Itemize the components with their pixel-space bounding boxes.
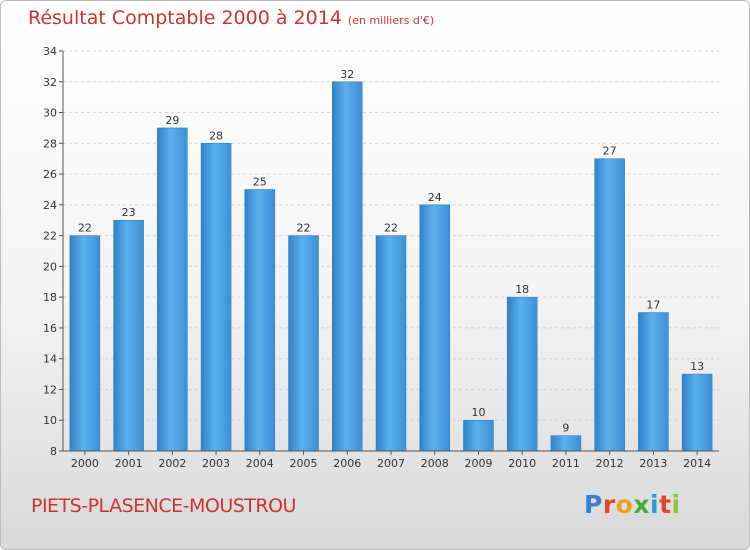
x-tick-label: 2006: [333, 457, 361, 470]
y-tick-label: 28: [43, 137, 57, 150]
bar-2014: [681, 373, 713, 452]
y-tick-label: 16: [43, 322, 57, 335]
x-tick-label: 2001: [115, 457, 143, 470]
bar-2004: [244, 189, 276, 452]
x-tick-label: 2004: [246, 457, 274, 470]
chart-subtitle: (en milliers d'€): [347, 14, 435, 27]
title-text: Résultat Comptable 2000 à 2014: [28, 7, 342, 29]
y-tick-label: 10: [43, 414, 57, 427]
x-tick-label: 2010: [508, 457, 536, 470]
data-label: 23: [122, 206, 136, 219]
y-tick-label: 8: [50, 445, 57, 458]
chart-title: Résultat Comptable 2000 à 2014 (en millie…: [28, 7, 434, 29]
bar-2010: [506, 296, 538, 452]
y-tick-label: 12: [43, 383, 57, 396]
x-tick-label: 2007: [377, 457, 405, 470]
y-tick-label: 30: [43, 107, 57, 120]
bars: 22 23 29 28 25 22 32 22 24 10 18 9 27 17 13: [69, 68, 713, 452]
logo-letter: x: [633, 490, 650, 519]
x-tick-label: 2005: [290, 457, 318, 470]
y-tick-label: 26: [43, 168, 57, 181]
logo-letter: P: [584, 490, 603, 519]
bar-2003: [200, 143, 232, 452]
x-tick-label: 2013: [639, 457, 667, 470]
logo-letter: t: [659, 490, 672, 519]
data-label: 22: [384, 222, 398, 235]
bar-2013: [638, 312, 669, 452]
bar-2002: [157, 127, 188, 452]
y-tick-label: 22: [43, 230, 57, 243]
y-tick-label: 14: [43, 353, 57, 366]
y-tick-label: 20: [43, 260, 57, 273]
commune-name: PIETS-PLASENCE-MOUSTROU: [31, 495, 296, 517]
y-tick-label: 24: [43, 199, 57, 212]
y-tick-label: 32: [43, 76, 57, 89]
bar-2008: [419, 204, 450, 452]
y-axis: 8 10 12 14 16 18 20 22 24 26 28 30 32 34: [43, 45, 64, 458]
data-label: 22: [297, 222, 311, 235]
data-label: 9: [562, 422, 569, 435]
logo-letter: i: [650, 490, 660, 519]
logo-letter: o: [615, 490, 634, 519]
bar-2009: [463, 419, 494, 452]
y-tick-label: 18: [43, 291, 57, 304]
data-label: 17: [646, 299, 660, 312]
x-tick-label: 2011: [552, 457, 580, 470]
bar-2007: [375, 235, 407, 452]
y-tick-label: 34: [43, 45, 57, 58]
x-axis: 2000 2001 2002 2003 2004 2005 2006 2007 2008 2009…: [63, 450, 719, 470]
data-label: 10: [471, 406, 485, 419]
bar-2006: [332, 81, 363, 452]
x-tick-label: 2003: [202, 457, 230, 470]
logo-letter: i: [671, 490, 681, 519]
x-tick-label: 2002: [158, 457, 186, 470]
data-label: 13: [690, 360, 704, 373]
proxiti-logo: Proxiti: [584, 490, 681, 519]
data-label: 25: [253, 175, 267, 188]
x-tick-label: 2014: [683, 457, 711, 470]
bar-2000: [69, 235, 101, 452]
x-tick-label: 2012: [596, 457, 624, 470]
x-tick-label: 2009: [464, 457, 492, 470]
data-label: 18: [515, 283, 529, 296]
data-label: 24: [428, 191, 442, 204]
data-label: 22: [78, 222, 92, 235]
bar-2005: [288, 235, 319, 452]
bar-2001: [113, 219, 144, 452]
data-label: 27: [603, 145, 617, 158]
bar-2012: [594, 158, 625, 452]
data-label: 28: [209, 129, 223, 142]
x-tick-label: 2000: [71, 457, 99, 470]
x-tick-label: 2008: [421, 457, 449, 470]
logo-letter: r: [602, 490, 616, 519]
data-label: 29: [165, 114, 179, 127]
data-label: 32: [340, 68, 354, 81]
bar-2011: [550, 435, 582, 452]
